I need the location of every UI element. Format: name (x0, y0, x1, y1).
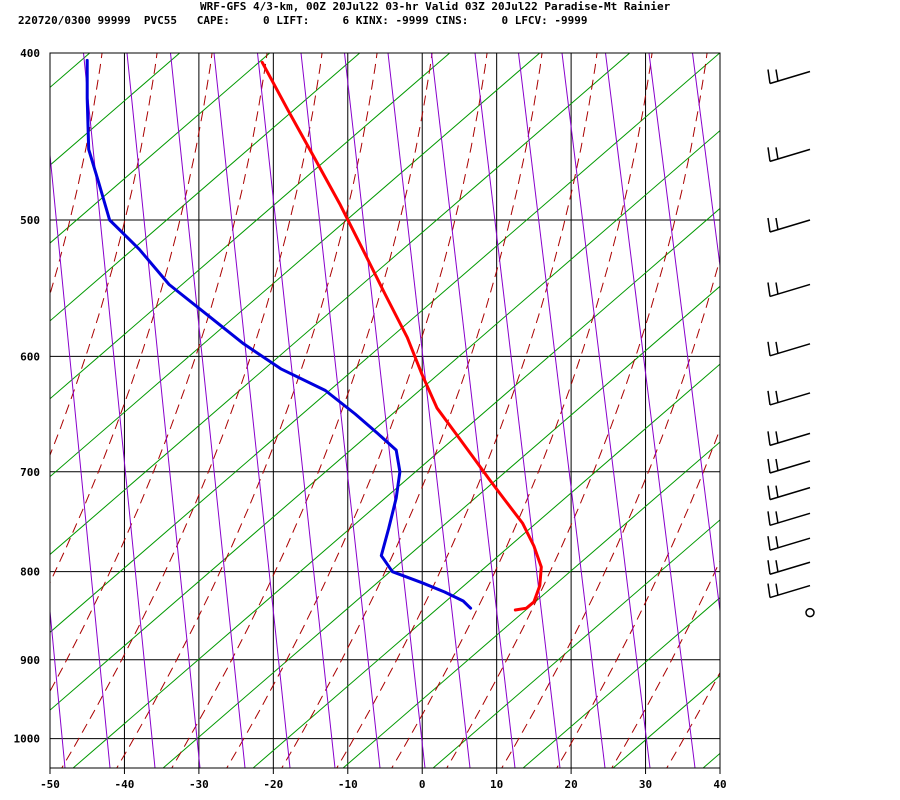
moist-adiabat (61, 53, 323, 768)
mixing-ratio-line (50, 150, 111, 768)
mixing-ratio-line (518, 53, 606, 768)
moist-adiabat (556, 427, 720, 768)
moist-adiabat (281, 53, 543, 768)
moist-adiabat (666, 671, 720, 768)
mixing-ratio-line (387, 53, 471, 768)
moist-adiabat (0, 0, 55, 788)
sounding-profiles (85, 58, 543, 612)
dry-adiabat (50, 53, 451, 400)
y-tick-label: 400 (20, 47, 40, 60)
wind-barbs (767, 69, 815, 618)
x-tick-label: -10 (338, 778, 358, 791)
mixing-ratio-line (300, 53, 381, 768)
moist-adiabat (391, 53, 653, 768)
mixing-ratio-line (213, 53, 291, 768)
mixing-ratio-line (83, 53, 156, 768)
moist-adiabat (171, 53, 433, 768)
station-indices: 220720/0300 99999 PVC55 CAPE: 0 LIFT: 6 … (18, 14, 588, 27)
moist-adiabat (50, 53, 158, 457)
x-tick-label: 40 (713, 778, 726, 791)
mixing-ratio-line (431, 53, 516, 768)
moist-adiabat (226, 53, 488, 768)
wind-barb (767, 341, 811, 357)
dry-adiabat (522, 597, 720, 768)
dry-adiabat (72, 207, 720, 768)
dry-adiabat (860, 10, 900, 789)
mixing-ratio-line (692, 53, 720, 270)
x-tick-label: -30 (189, 778, 209, 791)
mixing-ratio-line (50, 606, 66, 768)
dry-adiabat (0, 10, 50, 789)
y-tick-label: 1000 (14, 733, 41, 746)
moist-adiabat (501, 256, 720, 768)
x-tick-label: -20 (263, 778, 283, 791)
mixing-ratio-line (474, 53, 561, 768)
wind-barb-calm (805, 607, 815, 618)
wind-barb (767, 511, 811, 527)
plot-frame (49, 52, 721, 769)
wind-barb (767, 560, 811, 575)
dry-adiabat (50, 53, 181, 166)
y-tick-label: 500 (20, 214, 40, 227)
moist-adiabat (611, 559, 720, 768)
mixing-ratio-line (561, 53, 651, 768)
dry-adiabat (50, 53, 631, 556)
wind-barb (767, 458, 811, 474)
y-tick-label: 800 (20, 566, 40, 579)
wind-barb (767, 69, 811, 85)
wind-barb (767, 217, 811, 233)
dewpoint-line (85, 58, 473, 610)
wind-barb (767, 485, 811, 501)
moist-adiabat (446, 53, 708, 768)
mixing-ratio-line (257, 53, 336, 768)
x-tick-label: -40 (115, 778, 135, 791)
dry-adiabat (50, 53, 541, 478)
dry-adiabat (50, 53, 361, 322)
dry-adiabat (342, 441, 720, 768)
y-tick-label: 600 (20, 350, 40, 363)
wind-barb (767, 282, 811, 298)
dry-adiabat (612, 674, 720, 768)
mixing-ratio-line (344, 53, 426, 768)
x-tick-label: 30 (639, 778, 652, 791)
x-tick-label: -50 (40, 778, 60, 791)
dry-adiabat (50, 53, 271, 244)
dry-adiabat (50, 53, 720, 633)
dry-adiabat (252, 363, 720, 768)
wind-barb (767, 147, 811, 163)
dry-adiabat (162, 285, 720, 768)
x-tick-label: 20 (564, 778, 577, 791)
wind-barb (767, 536, 811, 551)
y-tick-label: 900 (20, 654, 40, 667)
mixing-ratio-line (170, 53, 246, 768)
moist-adiabat (336, 53, 598, 768)
wind-barb (767, 431, 811, 447)
wind-barb (767, 390, 811, 406)
moist-adiabat (116, 53, 378, 768)
wind-barb (767, 583, 811, 599)
x-tick-label: 0 (419, 778, 426, 791)
mixing-ratio-line (605, 53, 696, 768)
dry-adiabat (50, 129, 720, 711)
dry-adiabat (432, 519, 720, 768)
moist-adiabat (765, 0, 900, 788)
chart-title: WRF-GFS 4/3-km, 00Z 20Jul22 03-hr Valid … (200, 0, 671, 13)
mixing-ratio-line (0, 53, 20, 768)
y-tick-label: 700 (20, 466, 40, 479)
x-tick-label: 10 (490, 778, 503, 791)
dry-adiabat (50, 53, 91, 89)
moist-adiabat (50, 53, 268, 693)
mixing-ratio-line (126, 53, 201, 768)
mixing-ratio-line (648, 53, 720, 615)
axes: -50 -40 -30 -20 -10 0 10 20 30 40 400 500 600 700 800 9… (14, 47, 727, 791)
temperature-line (260, 60, 543, 612)
